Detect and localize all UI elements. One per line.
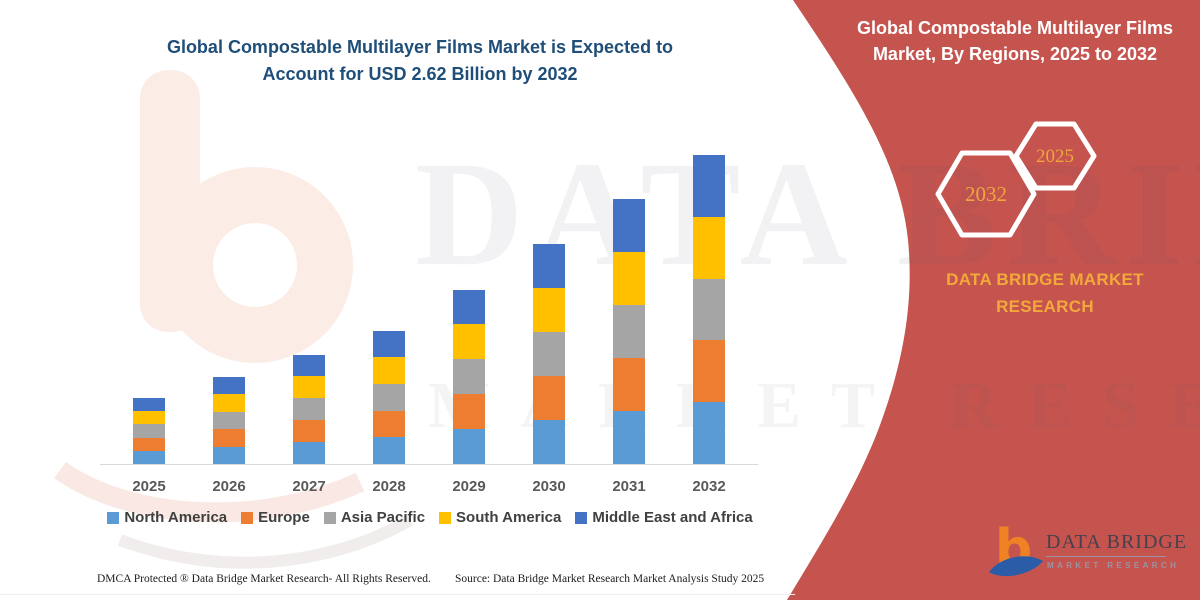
x-tick-2028: 2028 — [372, 478, 406, 495]
segment-2027-middle-east-and-africa — [293, 354, 325, 377]
segment-2025-north-america — [133, 450, 165, 464]
bar-2031 — [613, 198, 645, 464]
side-panel-title: Global Compostable Multilayer Films Mark… — [856, 18, 1174, 64]
segment-2026-europe — [213, 429, 245, 447]
segment-2029-europe — [453, 394, 485, 430]
segment-2030-north-america — [533, 419, 565, 464]
segment-2025-middle-east-and-africa — [133, 398, 165, 412]
segment-2026-middle-east-and-africa — [213, 376, 245, 394]
bar-2025 — [133, 398, 165, 464]
logo-swoosh — [989, 556, 1043, 577]
segment-2031-north-america — [613, 410, 645, 464]
x-tick-2026: 2026 — [212, 478, 246, 495]
logo-subtitle: MARKET RESEARCH — [1047, 561, 1180, 570]
segment-2030-south-america — [533, 287, 565, 332]
legend-swatch-icon — [323, 511, 336, 524]
legend-swatch-icon — [107, 511, 120, 524]
segment-2032-asia-pacific — [693, 278, 725, 341]
segment-2032-north-america — [693, 402, 725, 464]
footer-dmca-text: DMCA Protected ® Data Bridge Market Rese… — [97, 573, 431, 585]
segment-2029-asia-pacific — [453, 359, 485, 395]
chart-legend: North America Europe Asia Pacific South Ame… — [100, 509, 760, 526]
segment-2025-asia-pacific — [133, 424, 165, 438]
hexagon-2025-icon — [1013, 121, 1097, 191]
legend-label: South America — [456, 509, 562, 526]
legend-item-south-america: South America — [439, 509, 561, 526]
segment-2028-asia-pacific — [373, 383, 405, 411]
watermark-swoosh-pink — [54, 461, 365, 523]
segment-2025-europe — [133, 437, 165, 451]
footer-divider — [0, 594, 795, 595]
segment-2028-europe — [373, 410, 405, 438]
x-tick-2029: 2029 — [452, 478, 486, 495]
bar-2027 — [293, 354, 325, 464]
bar-2028 — [373, 330, 405, 464]
legend-item-asia-pacific: Asia Pacific — [323, 509, 426, 526]
x-tick-2031: 2031 — [612, 478, 646, 495]
segment-2031-asia-pacific — [613, 304, 645, 358]
footer-source-text: Source: Data Bridge Market Research Mark… — [455, 573, 765, 585]
segment-2027-south-america — [293, 376, 325, 399]
segment-2029-north-america — [453, 429, 485, 464]
segment-2031-middle-east-and-africa — [613, 198, 645, 252]
x-axis-labels: 2025 2026 2027 2028 2029 2030 2031 2032 — [100, 478, 760, 500]
x-tick-2027: 2027 — [292, 478, 326, 495]
segment-2030-asia-pacific — [533, 331, 565, 376]
legend-swatch-icon — [241, 511, 254, 524]
bar-2026 — [213, 376, 245, 464]
bar-2030 — [533, 243, 565, 464]
segment-2030-europe — [533, 375, 565, 420]
segment-2032-middle-east-and-africa — [693, 155, 725, 217]
legend-item-middle-east-and-africa: Middle East and Africa — [575, 509, 753, 526]
segment-2026-asia-pacific — [213, 411, 245, 429]
segment-2028-middle-east-and-africa — [373, 330, 405, 358]
segment-2028-north-america — [373, 437, 405, 464]
x-tick-2032: 2032 — [692, 478, 726, 495]
bar-2029 — [453, 289, 485, 464]
hexagon-2025-label: 2025 — [1036, 146, 1074, 167]
segment-2026-north-america — [213, 446, 245, 464]
legend-swatch-icon — [575, 511, 588, 524]
segment-2027-north-america — [293, 442, 325, 464]
chart-title: Global Compostable Multilayer Films Mark… — [166, 37, 674, 84]
plot-area — [100, 154, 760, 464]
legend-label: Middle East and Africa — [592, 509, 753, 526]
segment-2029-middle-east-and-africa — [453, 289, 485, 325]
red-panel-shape — [787, 0, 1200, 600]
segment-2027-europe — [293, 420, 325, 443]
x-tick-2030: 2030 — [532, 478, 566, 495]
hexagon-2032-icon — [935, 150, 1037, 238]
segment-2031-south-america — [613, 251, 645, 305]
segment-2032-europe — [693, 340, 725, 403]
data-bridge-logo-icon: b — [989, 519, 1043, 579]
segment-2032-south-america — [693, 216, 725, 279]
logo-title: DATA BRIDGE — [1046, 531, 1188, 553]
segment-2027-asia-pacific — [293, 398, 325, 421]
legend-label: Asia Pacific — [340, 509, 426, 526]
legend-label: Europe — [258, 509, 310, 526]
x-axis-line — [100, 464, 758, 465]
legend-item-north-america: North America — [107, 509, 227, 526]
legend-item-europe: Europe — [241, 509, 310, 526]
segment-2026-south-america — [213, 394, 245, 412]
segment-2030-middle-east-and-africa — [533, 243, 565, 288]
legend-swatch-icon — [439, 511, 452, 524]
legend-label: North America — [124, 509, 228, 526]
brand-gold-text: DATA BRIDGE MARKET RESEARCH — [946, 270, 1144, 316]
segment-2025-south-america — [133, 411, 165, 425]
logo-underline — [1046, 556, 1166, 557]
x-tick-2025: 2025 — [132, 478, 166, 495]
hexagon-2032-label: 2032 — [965, 182, 1007, 206]
segment-2029-south-america — [453, 324, 485, 360]
bar-2032 — [693, 155, 725, 464]
segment-2031-europe — [613, 357, 645, 411]
watermark-swoosh-gray — [117, 514, 413, 569]
watermark-b-bowl — [157, 167, 353, 363]
segment-2028-south-america — [373, 357, 405, 384]
